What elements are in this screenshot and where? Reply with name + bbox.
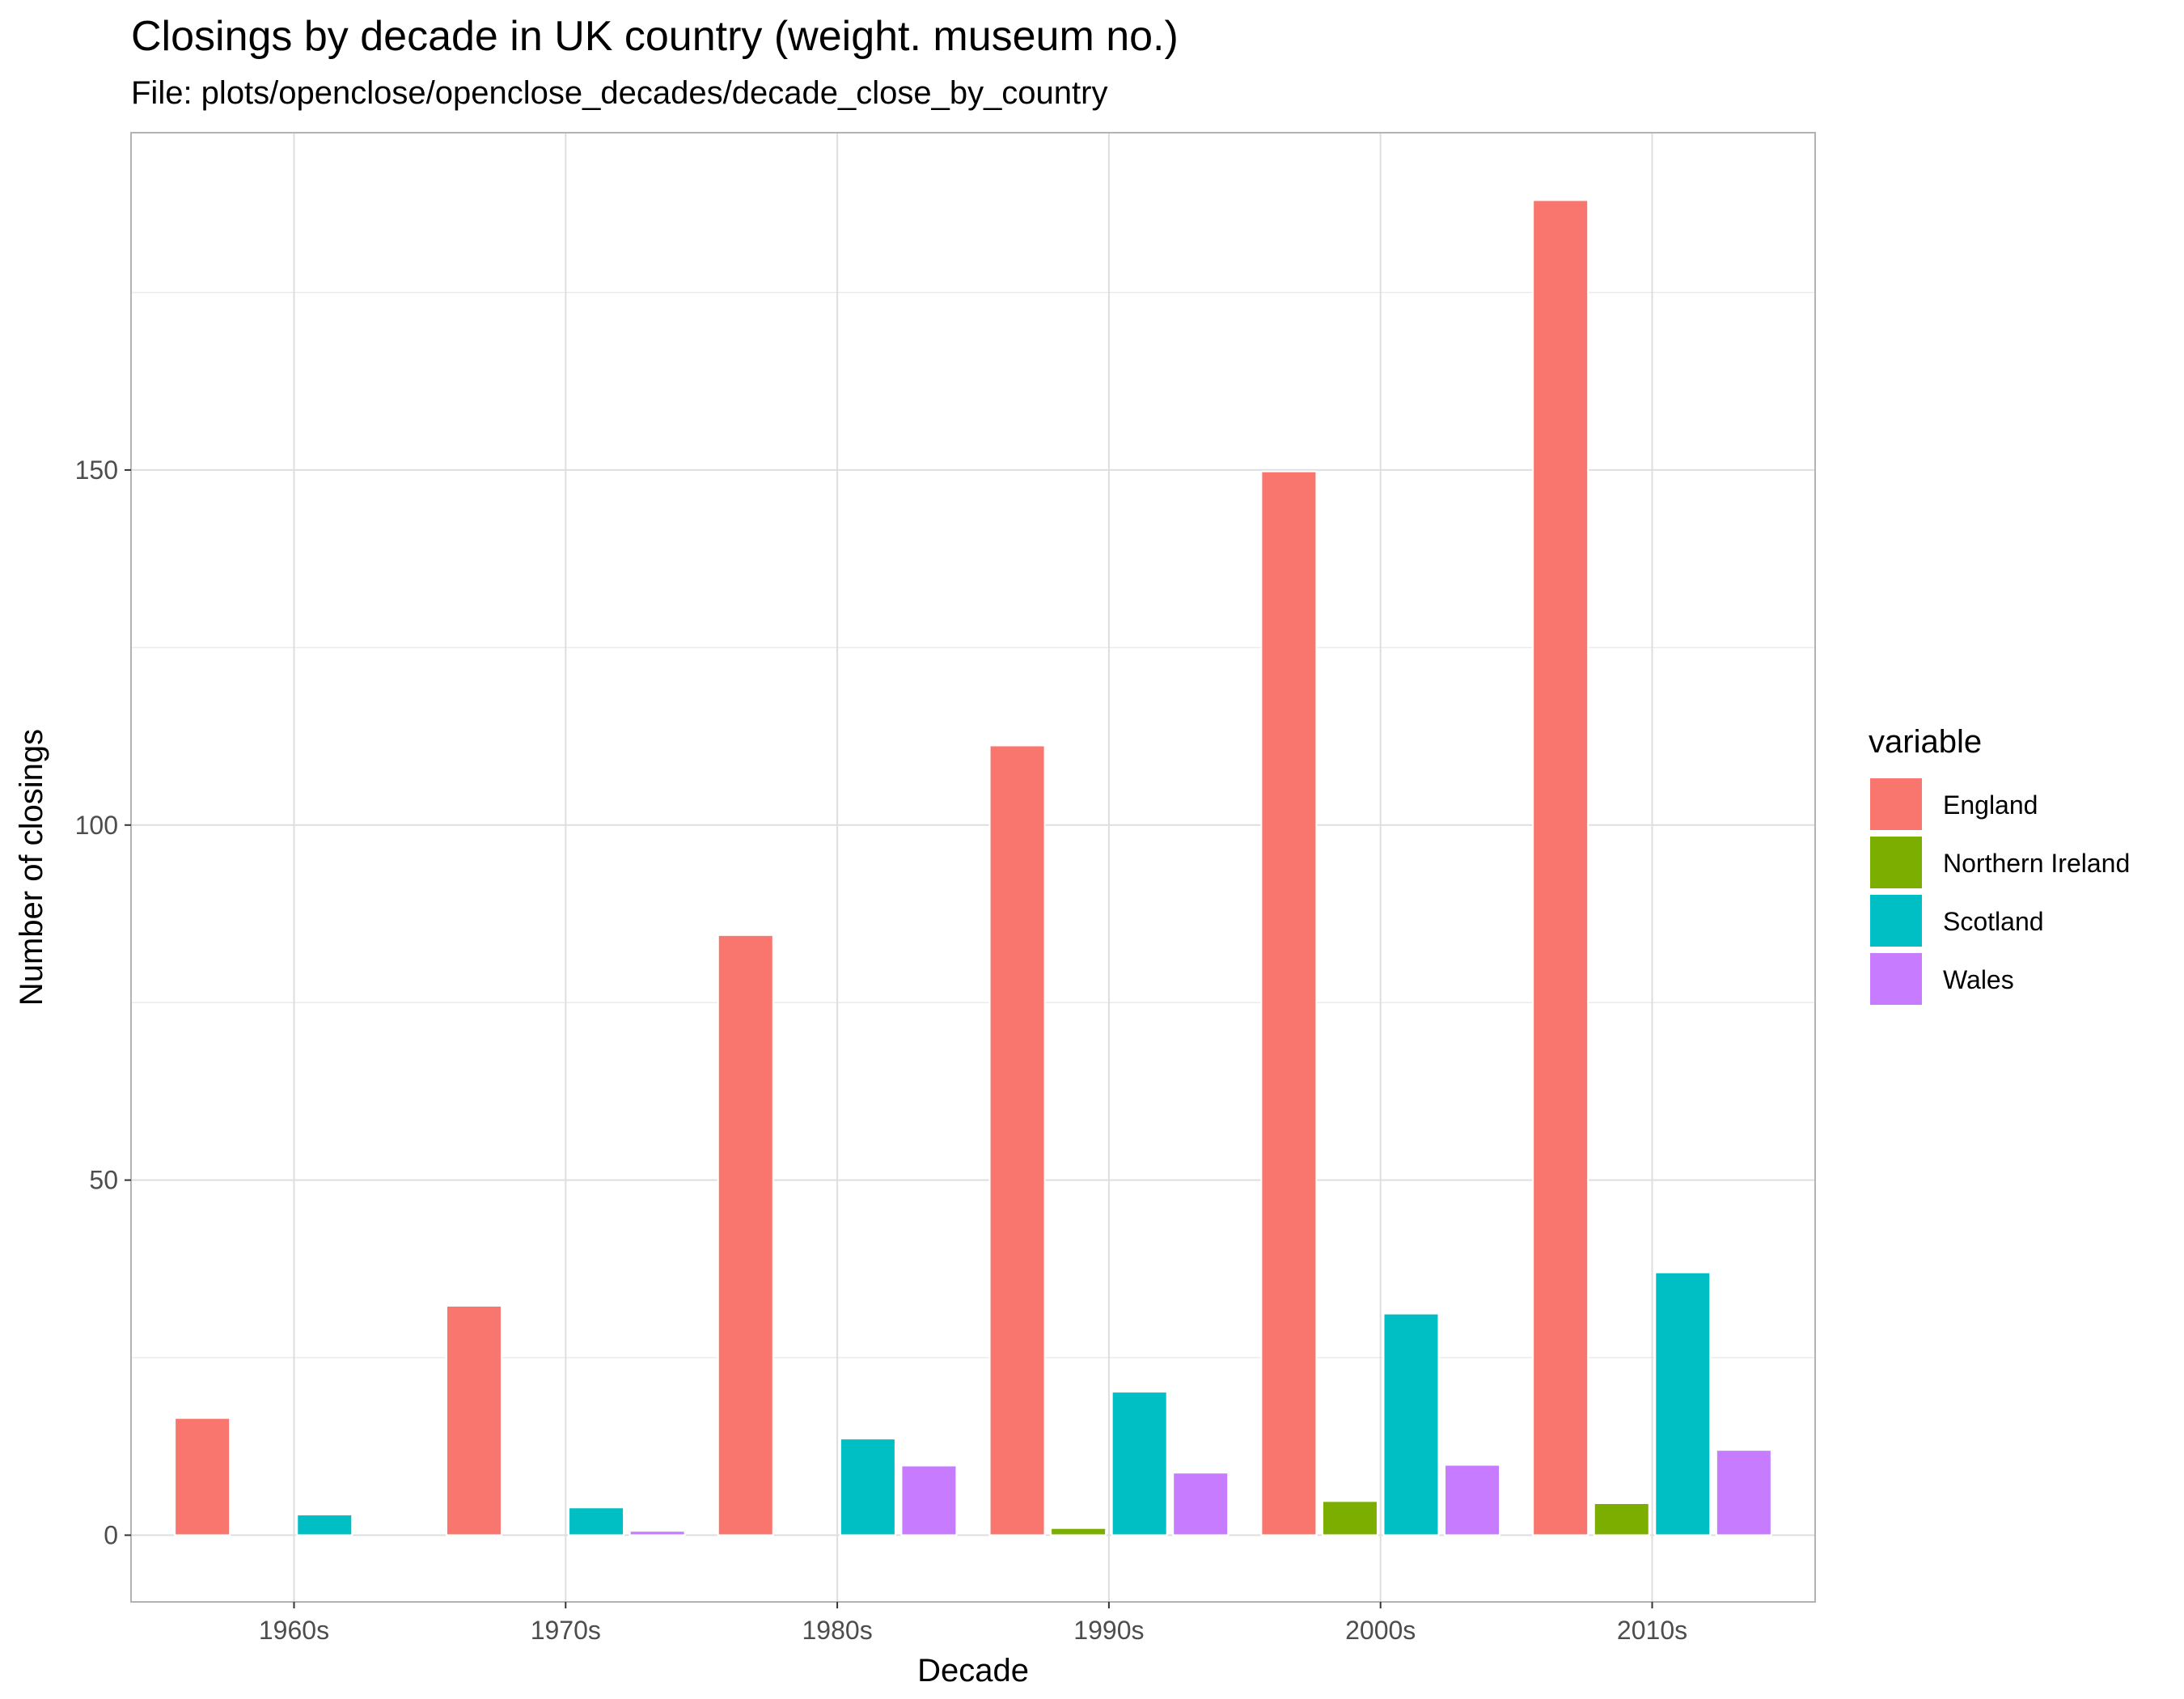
bar-wales-2010s bbox=[1715, 1449, 1772, 1536]
bar-northern-ireland-2000s bbox=[1321, 1500, 1378, 1536]
legend-swatch-scotland bbox=[1870, 895, 1922, 947]
y-tick-label: 50 bbox=[89, 1166, 118, 1195]
y-axis-ticks: 0 50 100 150 bbox=[75, 455, 131, 1549]
y-axis-title: Number of closings bbox=[14, 729, 49, 1006]
y-tick-label: 150 bbox=[75, 455, 118, 485]
x-axis-ticks: 1960s 1970s 1980s 1990s 2000s 2010s bbox=[259, 1602, 1687, 1645]
chart-title: Closings by decade in UK country (weight… bbox=[131, 13, 1179, 60]
legend-label: Wales bbox=[1943, 965, 2014, 994]
bar-scotland-2010s bbox=[1654, 1271, 1712, 1536]
bar-wales-2000s bbox=[1444, 1464, 1501, 1536]
legend-label: Scotland bbox=[1943, 907, 2044, 936]
legend-swatch-wales bbox=[1870, 953, 1922, 1005]
x-tick-label: 2000s bbox=[1345, 1616, 1416, 1645]
bar-scotland-1960s bbox=[296, 1514, 353, 1536]
x-tick-label: 2010s bbox=[1617, 1616, 1687, 1645]
legend-swatch-northern-ireland bbox=[1870, 837, 1922, 888]
x-tick-label: 1960s bbox=[259, 1616, 329, 1645]
bar-england-1980s bbox=[717, 934, 774, 1536]
bar-england-1970s bbox=[445, 1304, 502, 1536]
legend-label: England bbox=[1943, 790, 2038, 820]
bar-scotland-1980s bbox=[839, 1438, 896, 1536]
bar-northern-ireland-2010s bbox=[1593, 1502, 1650, 1536]
panel-border bbox=[130, 132, 1816, 1603]
legend-label: Northern Ireland bbox=[1943, 849, 2130, 878]
bar-england-1960s bbox=[174, 1417, 231, 1536]
bar-england-1990s bbox=[988, 744, 1046, 1536]
bars-layer bbox=[174, 199, 1772, 1536]
y-tick-label: 0 bbox=[104, 1520, 118, 1549]
legend-swatch-england bbox=[1870, 778, 1922, 830]
bar-wales-1970s bbox=[629, 1530, 686, 1536]
bar-england-2010s bbox=[1532, 199, 1589, 1536]
y-tick-label: 100 bbox=[75, 811, 118, 840]
bar-northern-ireland-1990s bbox=[1050, 1527, 1107, 1536]
legend: variable England Northern Ireland Scotland… bbox=[1869, 724, 2130, 1005]
bar-england-2000s bbox=[1260, 470, 1318, 1536]
bar-wales-1980s bbox=[900, 1464, 958, 1536]
bar-scotland-2000s bbox=[1382, 1312, 1440, 1536]
x-tick-label: 1970s bbox=[531, 1616, 601, 1645]
x-axis-title: Decade bbox=[917, 1653, 1029, 1688]
plot-panel bbox=[130, 132, 1816, 1603]
bar-scotland-1990s bbox=[1111, 1391, 1168, 1536]
bar-scotland-1970s bbox=[568, 1506, 625, 1536]
x-tick-label: 1990s bbox=[1073, 1616, 1144, 1645]
legend-items: England Northern Ireland Scotland Wales bbox=[1870, 778, 2130, 1005]
x-tick-label: 1980s bbox=[802, 1616, 873, 1645]
bar-wales-1990s bbox=[1172, 1472, 1230, 1536]
chart-subtitle: File: plots/openclose/openclose_decades/… bbox=[131, 75, 1107, 111]
legend-title: variable bbox=[1869, 724, 1982, 760]
